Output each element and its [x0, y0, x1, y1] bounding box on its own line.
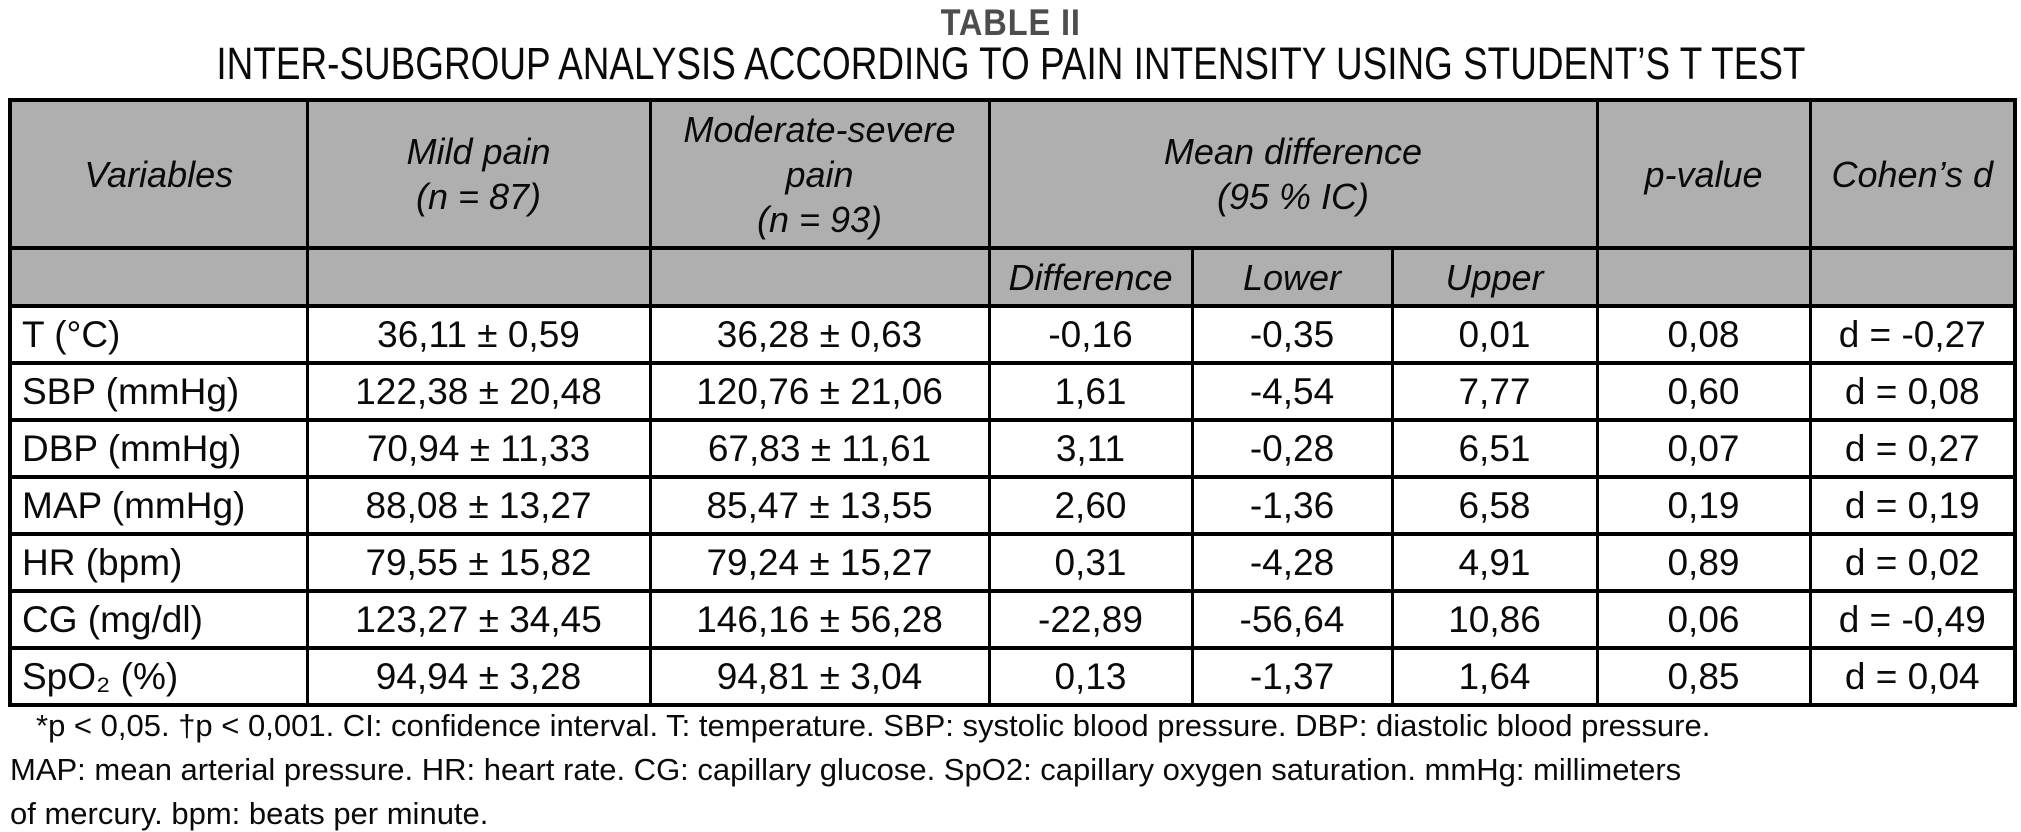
upper-cell: 4,91 [1390, 532, 1599, 593]
moderate-cell: 67,83 ± 11,61 [648, 418, 991, 479]
lower-cell: -4,28 [1190, 532, 1394, 593]
upper-cell: 7,77 [1390, 361, 1599, 422]
table-title: INTER-SUBGROUP ANALYSIS ACCORDING TO PAI… [215, 38, 1806, 89]
moderate-cell: 85,47 ± 13,55 [648, 475, 991, 536]
difference-cell: -22,89 [987, 589, 1194, 650]
upper-cell: 1,64 [1390, 646, 1599, 707]
cohens-d-cell: d = -0,49 [1808, 589, 2017, 650]
variable-cell: CG (mg/dl) [8, 589, 309, 650]
header-moderate-severe-pain: Moderate-severe pain (n = 93) [648, 98, 991, 250]
table-number-heading: TABLE II [940, 2, 1081, 43]
p-value-cell: 0,06 [1595, 589, 1812, 650]
header-p-value: p-value [1595, 98, 1812, 250]
difference-cell: 1,61 [987, 361, 1194, 422]
p-value-cell: 0,89 [1595, 532, 1812, 593]
table-row-sbp: SBP (mmHg) 122,38 ± 20,48 120,76 ± 21,06… [8, 361, 2017, 422]
variable-cell: T (°C) [8, 304, 309, 365]
lower-cell: -56,64 [1190, 589, 1394, 650]
p-value-cell: 0,60 [1595, 361, 1812, 422]
header-row-1: Variables Mild pain (n = 87) Moderate-se… [8, 98, 2017, 250]
mild-cell: 79,55 ± 15,82 [305, 532, 652, 593]
moderate-cell: 94,81 ± 3,04 [648, 646, 991, 707]
header-lower: Lower [1190, 246, 1394, 308]
table-footnote: *p < 0,05. †p < 0,001. CI: confidence in… [10, 708, 1711, 831]
header-variables-spacer [8, 246, 309, 308]
mild-cell: 88,08 ± 13,27 [305, 475, 652, 536]
header-mild-pain: Mild pain (n = 87) [305, 98, 652, 250]
table-row-temperature: T (°C) 36,11 ± 0,59 36,28 ± 0,63 -0,16 -… [8, 304, 2017, 365]
cohens-d-cell: d = 0,08 [1808, 361, 2017, 422]
variable-cell: MAP (mmHg) [8, 475, 309, 536]
table-row-map: MAP (mmHg) 88,08 ± 13,27 85,47 ± 13,55 2… [8, 475, 2017, 536]
difference-cell: 0,31 [987, 532, 1194, 593]
header-upper: Upper [1390, 246, 1599, 308]
header-mild-spacer [305, 246, 652, 308]
moderate-cell: 146,16 ± 56,28 [648, 589, 991, 650]
lower-cell: -4,54 [1190, 361, 1394, 422]
variable-cell: HR (bpm) [8, 532, 309, 593]
mild-cell: 70,94 ± 11,33 [305, 418, 652, 479]
results-table: Variables Mild pain (n = 87) Moderate-se… [8, 98, 2017, 707]
cohens-d-cell: d = 0,27 [1808, 418, 2017, 479]
header-moderate-spacer [648, 246, 991, 308]
table-number-heading-row: TABLE II [0, 2, 2021, 44]
lower-cell: -0,28 [1190, 418, 1394, 479]
table-title-row: INTER-SUBGROUP ANALYSIS ACCORDING TO PAI… [0, 38, 2021, 90]
difference-cell: 3,11 [987, 418, 1194, 479]
p-value-cell: 0,07 [1595, 418, 1812, 479]
header-difference: Difference [987, 246, 1194, 308]
lower-cell: -1,37 [1190, 646, 1394, 707]
cohens-d-cell: d = -0,27 [1808, 304, 2017, 365]
difference-cell: 0,13 [987, 646, 1194, 707]
p-value-cell: 0,08 [1595, 304, 1812, 365]
upper-cell: 10,86 [1390, 589, 1599, 650]
table-row-spo2: SpO₂ (%) 94,94 ± 3,28 94,81 ± 3,04 0,13 … [8, 646, 2017, 707]
difference-cell: -0,16 [987, 304, 1194, 365]
header-p-value-spacer [1595, 246, 1812, 308]
moderate-cell: 79,24 ± 15,27 [648, 532, 991, 593]
moderate-cell: 36,28 ± 0,63 [648, 304, 991, 365]
header-cohens-d: Cohen’s d [1808, 98, 2017, 250]
variable-cell: SpO₂ (%) [8, 646, 309, 707]
mild-cell: 123,27 ± 34,45 [305, 589, 652, 650]
header-mean-difference: Mean difference (95 % IC) [987, 98, 1599, 250]
cohens-d-cell: d = 0,02 [1808, 532, 2017, 593]
p-value-cell: 0,85 [1595, 646, 1812, 707]
lower-cell: -0,35 [1190, 304, 1394, 365]
cohens-d-cell: d = 0,19 [1808, 475, 2017, 536]
variable-cell: DBP (mmHg) [8, 418, 309, 479]
header-row-2: Difference Lower Upper [8, 246, 2017, 308]
upper-cell: 6,58 [1390, 475, 1599, 536]
mild-cell: 36,11 ± 0,59 [305, 304, 652, 365]
header-cohens-spacer [1808, 246, 2017, 308]
difference-cell: 2,60 [987, 475, 1194, 536]
cohens-d-cell: d = 0,04 [1808, 646, 2017, 707]
table-row-hr: HR (bpm) 79,55 ± 15,82 79,24 ± 15,27 0,3… [8, 532, 2017, 593]
lower-cell: -1,36 [1190, 475, 1394, 536]
mild-cell: 122,38 ± 20,48 [305, 361, 652, 422]
moderate-cell: 120,76 ± 21,06 [648, 361, 991, 422]
upper-cell: 6,51 [1390, 418, 1599, 479]
header-variables: Variables [8, 98, 309, 250]
variable-cell: SBP (mmHg) [8, 361, 309, 422]
upper-cell: 0,01 [1390, 304, 1599, 365]
p-value-cell: 0,19 [1595, 475, 1812, 536]
table-row-cg: CG (mg/dl) 123,27 ± 34,45 146,16 ± 56,28… [8, 589, 2017, 650]
table-row-dbp: DBP (mmHg) 70,94 ± 11,33 67,83 ± 11,61 3… [8, 418, 2017, 479]
mild-cell: 94,94 ± 3,28 [305, 646, 652, 707]
